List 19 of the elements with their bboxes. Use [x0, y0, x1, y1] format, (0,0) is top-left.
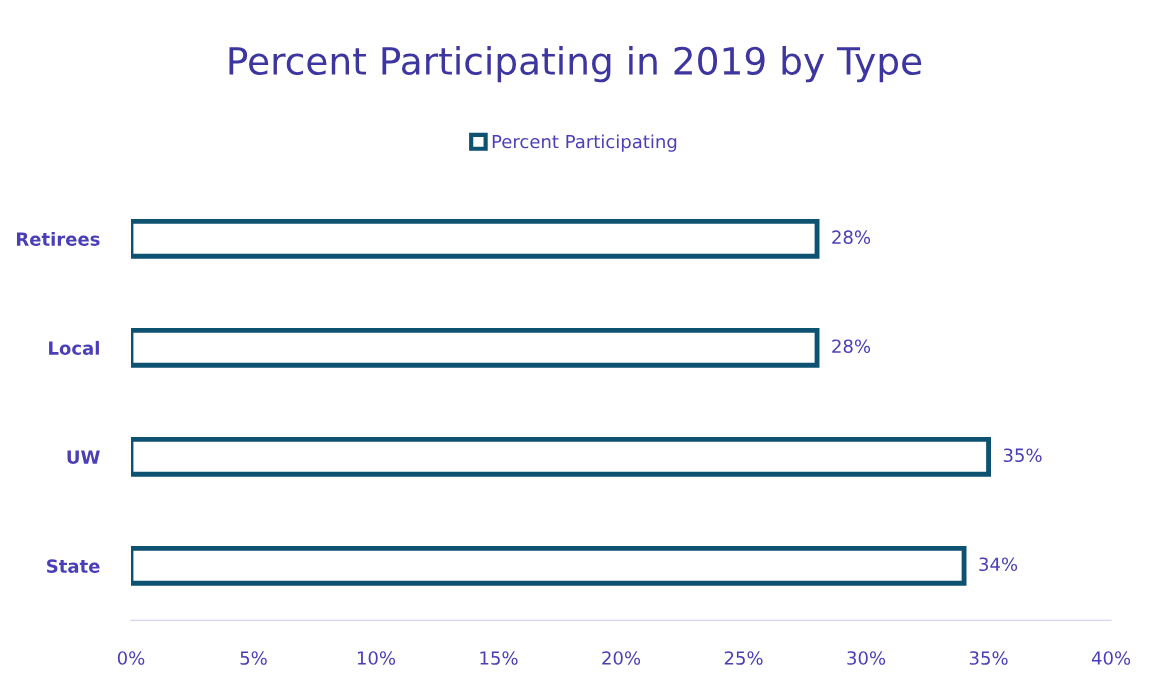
data-label: 28%: [832, 339, 871, 354]
data-label: 34%: [979, 557, 1018, 572]
x-tick-label: 10%: [357, 651, 396, 665]
x-tick-label: 30%: [847, 651, 886, 665]
chart-title: Percent Participating in 2019 by Type: [229, 45, 922, 83]
x-tick-label: 40%: [1091, 651, 1131, 665]
y-tick-label: UW: [67, 450, 100, 464]
x-tick-label: 20%: [602, 651, 641, 665]
legend-label: Percent Participating: [492, 134, 677, 152]
y-tick-label: Local: [49, 340, 99, 355]
x-tick-label: 25%: [724, 651, 763, 665]
x-tick-label: 15%: [480, 651, 518, 665]
x-tick-label: 5%: [240, 651, 267, 665]
y-tick-label: Retirees: [16, 231, 100, 246]
x-tick-label: 35%: [969, 651, 1008, 665]
y-tick-label: State: [47, 559, 100, 573]
x-tick-label: 0%: [117, 651, 145, 665]
data-label: 35%: [1003, 448, 1042, 463]
data-label: 28%: [832, 230, 871, 245]
